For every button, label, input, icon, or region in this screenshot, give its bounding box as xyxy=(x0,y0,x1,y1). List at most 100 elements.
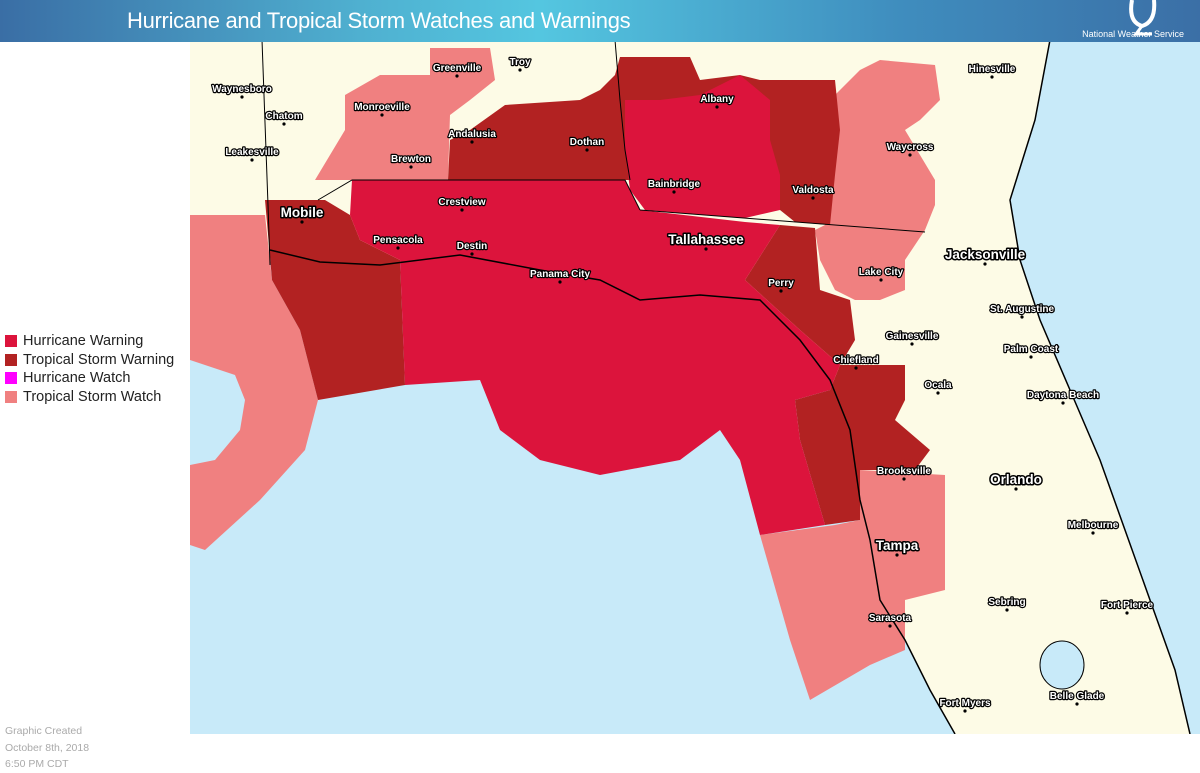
city-dot-st-augustine xyxy=(1020,315,1024,319)
city-dot-palm-coast xyxy=(1029,355,1033,359)
city-label-pensacola: Pensacola xyxy=(373,235,423,246)
city-markers: Greenville Troy Waynesboro Chatom Monroevill… xyxy=(211,56,1155,713)
map[interactable]: Greenville Troy Waynesboro Chatom Monroevill… xyxy=(0,0,1200,734)
hurricane-warning-albany xyxy=(625,75,780,218)
ts-watch-south-alabama xyxy=(315,48,495,180)
legend-swatch xyxy=(5,390,17,403)
legend-label: Tropical Storm Watch xyxy=(23,388,162,405)
hurricane-warning-zones xyxy=(350,75,840,535)
nws-logo-icon xyxy=(1129,0,1157,36)
left-panel: Hurricane Warning Tropical Storm Warning… xyxy=(0,42,190,770)
alabama-mississippi-border xyxy=(261,39,271,266)
city-dot-troy xyxy=(518,68,522,72)
city-label-chatom: Chatom xyxy=(265,111,302,122)
city-label-sarasota: Sarasota xyxy=(869,613,912,624)
ts-watch-west-marine xyxy=(190,215,318,550)
city-label-chiefland: Chiefland xyxy=(833,355,879,366)
city-dot-panama-city xyxy=(558,280,562,284)
city-label-albany: Albany xyxy=(700,94,734,105)
state-borders xyxy=(261,39,1191,734)
city-dot-lake-city xyxy=(879,278,883,282)
city-label-perry: Perry xyxy=(768,278,794,289)
page-title: Hurricane and Tropical Storm Watches and… xyxy=(127,8,631,33)
legend: Hurricane Warning Tropical Storm Warning… xyxy=(5,332,174,406)
footer-line: 6:50 PM CDT xyxy=(5,758,69,770)
city-dot-greenville xyxy=(455,74,459,78)
city-dot-sarasota xyxy=(888,624,892,628)
city-dot-chiefland xyxy=(854,366,858,370)
city-dot-dothan xyxy=(585,148,589,152)
city-label-st-augustine: St. Augustine xyxy=(990,304,1055,315)
city-dot-valdosta xyxy=(811,196,815,200)
city-label-gainesville: Gainesville xyxy=(886,331,939,342)
city-label-fort-pierce: Fort Pierce xyxy=(1101,600,1154,611)
legend-label: Tropical Storm Warning xyxy=(23,351,175,368)
graphic-created-timestamp: Graphic Created October 8th, 2018 6:50 P… xyxy=(5,723,89,773)
city-label-troy: Troy xyxy=(509,57,531,68)
city-label-ocala: Ocala xyxy=(924,380,952,391)
atlantic-coastline xyxy=(1009,39,1191,734)
city-label-andalusia: Andalusia xyxy=(448,129,496,140)
city-label-palm-coast: Palm Coast xyxy=(1004,344,1059,355)
coastline xyxy=(269,249,956,734)
city-label-greenville: Greenville xyxy=(433,63,482,74)
city-dot-gainesville xyxy=(910,342,914,346)
city-label-valdosta: Valdosta xyxy=(792,185,834,196)
hurricane-warning-panhandle xyxy=(350,180,840,535)
city-label-bainbridge: Bainbridge xyxy=(648,179,701,190)
city-label-leakesville: Leakesville xyxy=(225,147,279,158)
city-dot-ocala xyxy=(936,391,940,395)
city-dot-waynesboro xyxy=(240,95,244,99)
city-dot-melbourne xyxy=(1091,531,1095,535)
city-label-orlando: Orlando xyxy=(990,472,1042,487)
city-label-melbourne: Melbourne xyxy=(1068,520,1119,531)
city-label-dothan: Dothan xyxy=(570,137,604,148)
ts-watch-tampa-bay xyxy=(760,470,945,700)
city-label-waycross: Waycross xyxy=(887,142,934,153)
legend-item-hurricane-warning: Hurricane Warning xyxy=(5,332,174,351)
city-dot-tampa xyxy=(895,553,899,557)
city-dot-crestview xyxy=(460,208,464,212)
city-label-brewton: Brewton xyxy=(391,154,431,165)
city-label-belle-glade: Belle Glade xyxy=(1050,691,1105,702)
legend-item-hurricane-watch: Hurricane Watch xyxy=(5,369,174,388)
city-dot-brooksville xyxy=(902,477,906,481)
alabama-georgia-border xyxy=(614,39,631,181)
city-label-mobile: Mobile xyxy=(281,205,324,220)
city-dot-monroeville xyxy=(380,113,384,117)
city-dot-belle-glade xyxy=(1075,702,1079,706)
city-dot-andalusia xyxy=(470,140,474,144)
city-dot-mobile xyxy=(300,220,304,224)
ts-warning-big-bend xyxy=(745,225,855,365)
city-dot-perry xyxy=(779,289,783,293)
lake-okeechobee xyxy=(1039,640,1085,690)
footer-line: October 8th, 2018 xyxy=(5,741,90,754)
legend-item-tropical-storm-warning: Tropical Storm Warning xyxy=(5,351,174,370)
ts-warning-alabama-coast xyxy=(265,200,405,400)
city-dot-tallahassee xyxy=(704,247,708,251)
city-dot-bainbridge xyxy=(672,190,676,194)
city-label-hinesville: Hinesville xyxy=(969,64,1016,75)
city-label-tallahassee: Tallahassee xyxy=(668,232,744,247)
city-label-jacksonville: Jacksonville xyxy=(945,247,1026,262)
city-label-panama-city: Panama City xyxy=(530,269,590,280)
city-label-tampa: Tampa xyxy=(876,538,919,553)
city-label-lake-city: Lake City xyxy=(859,267,904,278)
tropical-storm-watch-zones xyxy=(190,48,945,700)
legend-swatch xyxy=(5,353,17,366)
city-dot-fort-pierce xyxy=(1125,611,1129,615)
ts-watch-southeast-georgia xyxy=(815,60,940,300)
georgia-florida-border xyxy=(639,209,926,233)
legend-label: Hurricane Watch xyxy=(23,370,131,387)
city-dot-pensacola xyxy=(396,246,400,250)
city-label-crestview: Crestview xyxy=(438,197,485,208)
city-dot-sebring xyxy=(1005,608,1009,612)
city-dot-waycross xyxy=(908,153,912,157)
city-dot-orlando xyxy=(1014,487,1018,491)
footer-line: Graphic Created xyxy=(5,725,83,737)
city-label-waynesboro: Waynesboro xyxy=(212,84,272,95)
alabama-florida-border xyxy=(317,179,641,211)
city-dot-hinesville xyxy=(990,75,994,79)
city-label-destin: Destin xyxy=(457,241,488,252)
city-dot-albany xyxy=(715,105,719,109)
